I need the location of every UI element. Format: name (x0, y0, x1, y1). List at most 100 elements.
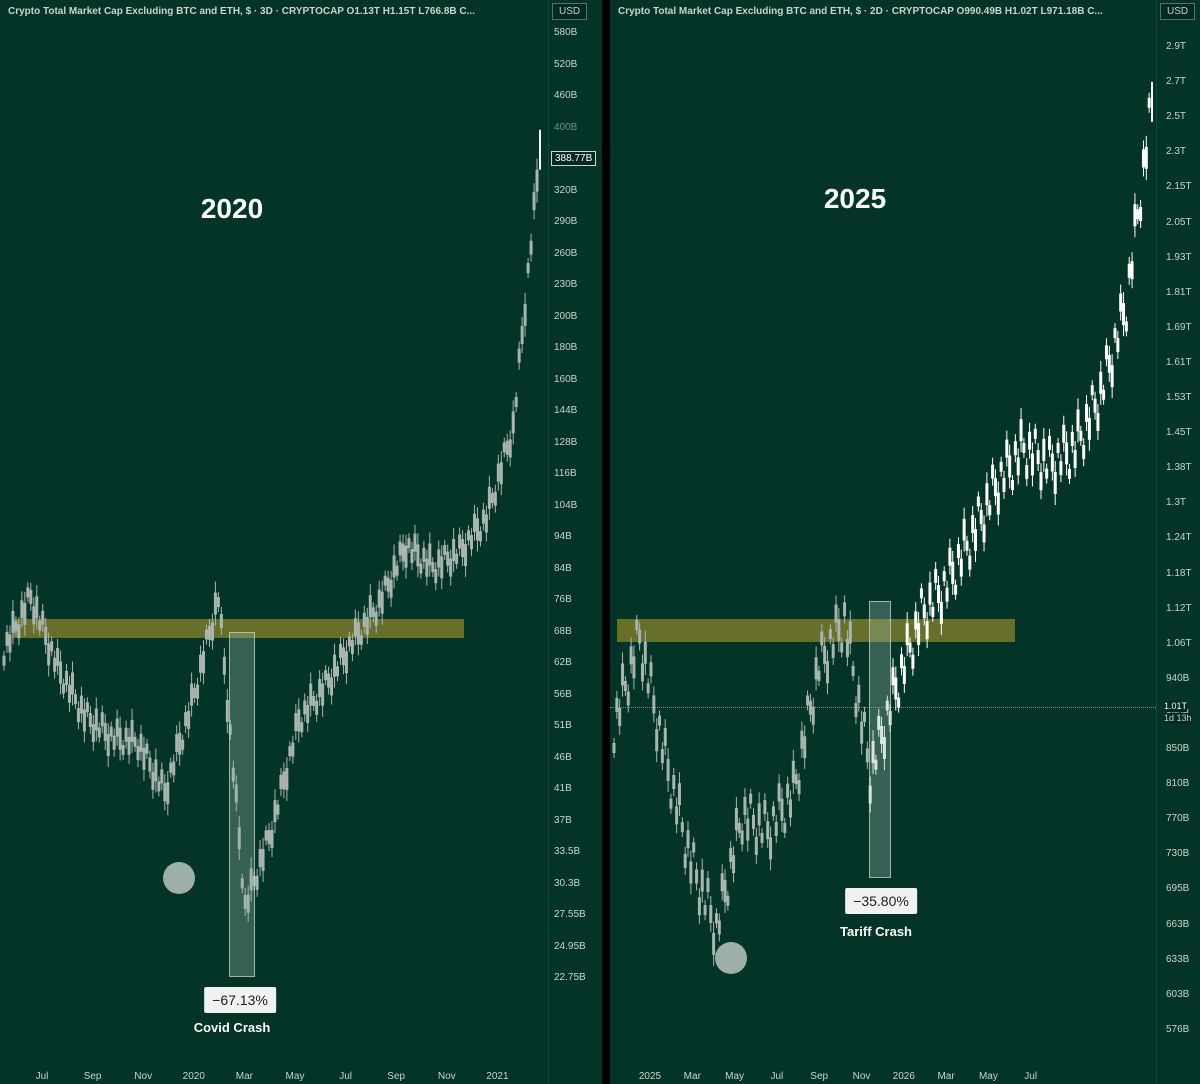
right-y-tick: 576B (1166, 1023, 1190, 1035)
left-y-axis (548, 0, 549, 1084)
candle-body (968, 555, 972, 570)
candle-body (315, 700, 319, 715)
candle-body (666, 759, 670, 782)
candle-body (1070, 431, 1074, 446)
right-y-tick: 633B (1166, 953, 1190, 965)
candle-body (834, 604, 838, 623)
right-chart-header: Crypto Total Market Cap Excluding BTC an… (618, 6, 1103, 17)
candle-body (336, 666, 340, 677)
right-chart-panel[interactable]: Crypto Total Market Cap Excluding BTC an… (610, 0, 1200, 1084)
candle-body (843, 602, 847, 617)
right-x-tick: May (725, 1071, 745, 1082)
left-drawdown-label: −67.13% (204, 987, 276, 1013)
candle-body (1039, 472, 1043, 491)
right-y-tick: 1.53T (1166, 392, 1192, 403)
candle-body (8, 634, 12, 653)
candle-body (249, 868, 253, 891)
left-x-tick: Sep (83, 1071, 102, 1082)
candle-body (854, 703, 858, 718)
candle-body (1065, 442, 1069, 465)
left-currency-label[interactable]: USD (552, 3, 588, 20)
candle-body (658, 715, 662, 726)
candle-body (380, 591, 384, 614)
candle-body (928, 582, 932, 605)
left-y-tick: 30.3B (554, 877, 581, 889)
candle-body (840, 642, 844, 653)
candle-body (1104, 345, 1108, 360)
candle-body (309, 683, 313, 706)
candle-body (1130, 261, 1134, 280)
candle-body (743, 797, 747, 816)
candle-body (1016, 457, 1020, 476)
candle-body (1079, 430, 1083, 441)
candle-body (837, 619, 841, 642)
right-currency-label[interactable]: USD (1160, 3, 1196, 20)
right-y-tick: 695B (1166, 883, 1190, 895)
candle-body (885, 700, 889, 711)
candle-body (732, 855, 736, 874)
candle-body (857, 684, 861, 703)
right-x-tick: Jul (770, 1071, 784, 1082)
candle-body (82, 709, 86, 732)
candle-body (130, 719, 134, 742)
candle-body (288, 746, 292, 757)
candle-body (988, 505, 992, 516)
candle-body (258, 849, 262, 868)
candle-body (1030, 453, 1034, 476)
candle-body (65, 670, 69, 685)
left-y-tick: 84B (554, 562, 572, 574)
candle-body (1013, 441, 1017, 456)
candle-body (350, 640, 354, 655)
right-x-tick: 2026 (892, 1071, 915, 1082)
candle-body (862, 711, 866, 722)
candle-body (1133, 204, 1137, 227)
left-chart-header: Crypto Total Market Cap Excluding BTC an… (8, 6, 475, 17)
candle-body (222, 656, 226, 675)
candle-body (181, 739, 185, 750)
candle-body (344, 651, 348, 674)
right-y-tick: 940B (1166, 672, 1190, 684)
candle-body (124, 727, 128, 742)
candle-body (374, 611, 378, 626)
candle-body (163, 783, 167, 802)
candle-body (106, 734, 110, 757)
candle-body (517, 348, 521, 363)
candle-body (1025, 465, 1029, 480)
candle-body (695, 869, 699, 884)
left-drawdown-range (229, 632, 255, 977)
candle-body (1122, 303, 1126, 326)
left-x-tick: Jul (339, 1071, 352, 1082)
candle-body (791, 760, 795, 783)
candle-body (109, 726, 113, 737)
candle-body (297, 709, 301, 732)
candle-body (800, 730, 804, 749)
candle-body (478, 531, 482, 542)
candle-body (276, 804, 280, 815)
candle-body (53, 657, 57, 672)
candle-body (377, 589, 381, 608)
candle-body (100, 712, 104, 727)
candle-body (73, 694, 77, 705)
candle-body (763, 800, 767, 815)
candle-body (749, 793, 753, 804)
candle-body (157, 781, 161, 792)
candle-body (440, 556, 444, 579)
left-y-tick: 51B (554, 720, 572, 731)
candle-body (897, 697, 901, 708)
candle-body (133, 736, 137, 747)
candle-body (154, 759, 158, 782)
left-x-tick: Nov (134, 1071, 153, 1082)
candle-body (333, 654, 337, 677)
candle-body (1085, 403, 1089, 422)
candle-body (786, 783, 790, 798)
right-y-tick: 1.93T (1166, 251, 1192, 263)
left-y-tick: 180B (554, 342, 578, 353)
left-chart-panel[interactable]: Crypto Total Market Cap Excluding BTC an… (0, 0, 602, 1084)
candle-body (213, 592, 217, 615)
candle-body (172, 761, 176, 776)
candle-body (891, 667, 895, 686)
candle-body (41, 610, 45, 625)
candle-body (814, 657, 818, 680)
candle-body (404, 545, 408, 568)
candle-body (1011, 480, 1015, 491)
